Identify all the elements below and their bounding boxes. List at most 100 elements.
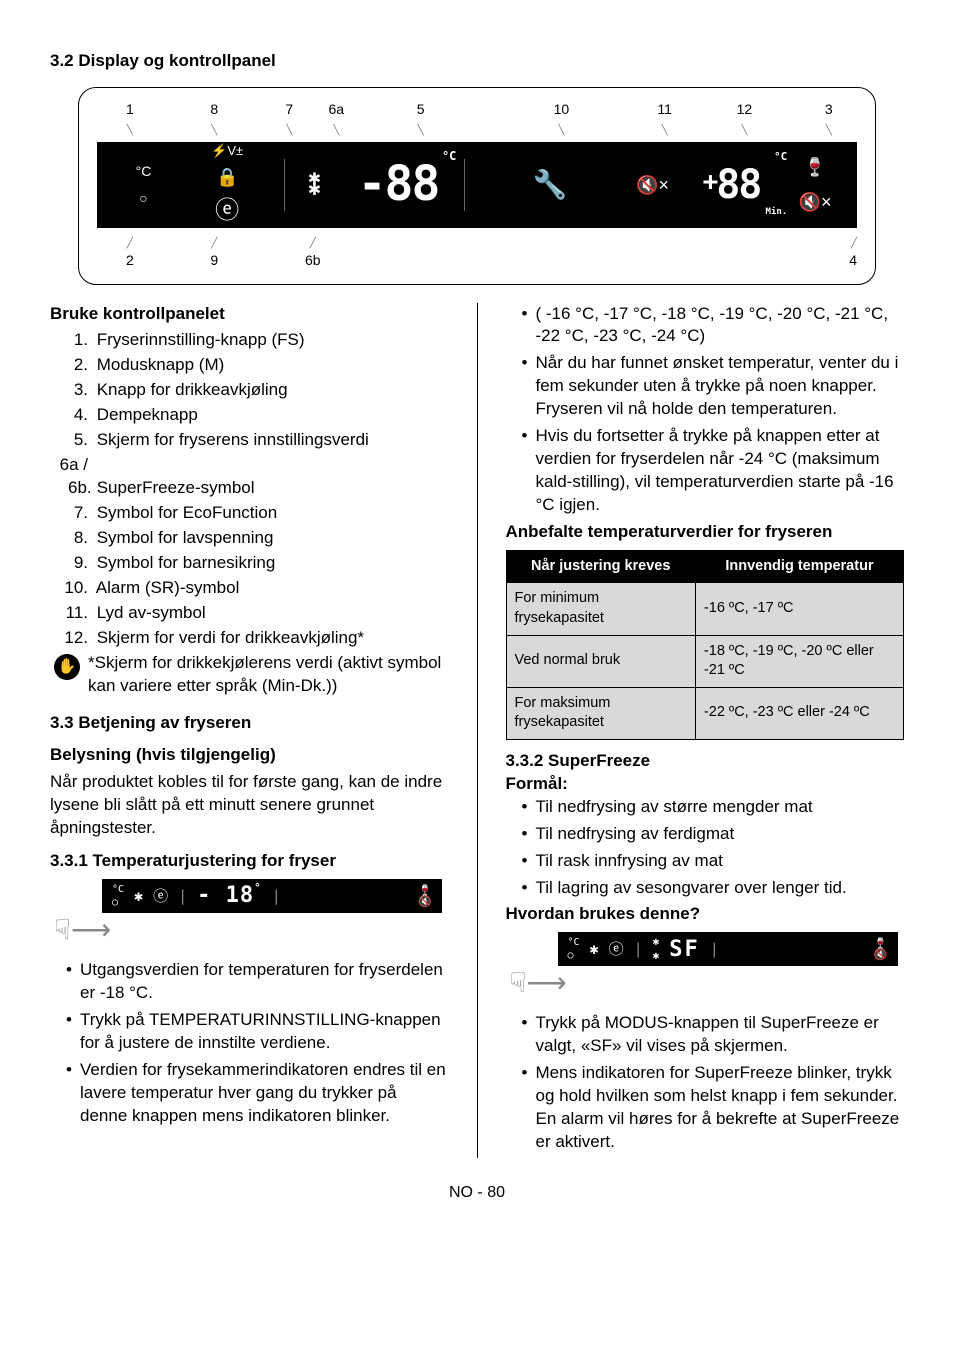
heading-3-3: 3.3 Betjening av fryseren [50, 712, 449, 735]
callout-label: ╱4 [360, 232, 857, 270]
mini-display-value: - 18° [197, 881, 262, 911]
lighting-heading: Belysning (hvis tilgjengelig) [50, 744, 449, 767]
legend-item: 5. Skjerm for fryserens innstillingsverd… [68, 429, 449, 452]
drink-cool-display: +88 °C Min. [676, 142, 788, 228]
mini-panel-2-wrap: °C○ ✱ ⓔ | ✱✱ SF | 🍷🔇 ☟⟶ [506, 932, 905, 1002]
degree-c-small-icon: °C○ [568, 936, 580, 963]
purpose-heading: Formål: [506, 773, 905, 796]
display-digits: -88 [358, 152, 439, 217]
list-item: Til lagring av sesongvarer over lenger t… [522, 877, 905, 900]
diagram-top-callouts: 1╲8╲7╲6a╲5╲10╲11╲12╲3╲ [97, 100, 857, 138]
star-small-icon: ✱ [590, 939, 599, 959]
table-cell: For maksimum frysekapasitet [506, 687, 695, 739]
hand-note-icon: ✋ [54, 654, 80, 680]
star-icon: ✱ [308, 185, 321, 196]
list-item: Til nedfrysing av ferdigmat [522, 823, 905, 846]
legend-item: 3. Knapp for drikkeavkjøling [68, 379, 449, 402]
callout-label: 5╲ [360, 100, 482, 138]
display-digits: 88 [716, 162, 760, 208]
callout-label: ╱2 [97, 232, 163, 270]
legend-item: 12. Skjerm for verdi for drikkeavkjøling… [68, 627, 449, 650]
table-cell: -16 ºC, -17 ºC [695, 583, 903, 635]
panel-right-icons: 🍷 🔇× [787, 142, 843, 228]
eco-icon: ⓔ [215, 195, 239, 227]
heading-3-3-1: 3.3.1 Temperaturjustering for fryser [50, 850, 449, 873]
callout-label: ╱6b [266, 232, 360, 270]
legend-item: 9. Symbol for barnesikring [68, 552, 449, 575]
degree-c-icon: °C [136, 162, 152, 181]
legend-item: 11. Lyd av-symbol [68, 602, 449, 625]
panel-divider [284, 159, 285, 211]
list-item: Til nedfrysing av større mengder mat [522, 796, 905, 819]
heading-3-3-2: 3.3.2 SuperFreeze [506, 750, 905, 773]
legend-item: 10. Alarm (SR)-symbol [68, 577, 449, 600]
callout-label: 8╲ [163, 100, 266, 138]
mini-divider: | [634, 939, 643, 959]
list-item: Til rask innfrysing av mat [522, 850, 905, 873]
callout-label: 7╲ [266, 100, 313, 138]
freezer-setpoint-display: -88 °C [338, 142, 459, 228]
footnote-text: *Skjerm for drikkekjølerens verdi (aktiv… [88, 652, 449, 698]
list-item: ( -16 °C, -17 °C, -18 °C, -19 °C, -20 °C… [522, 303, 905, 349]
use-panel-heading: Bruke kontrollpanelet [50, 303, 449, 326]
table-header: Innvendig temperatur [695, 550, 903, 583]
sf-bullets: Trykk på MODUS-knappen til SuperFreeze e… [506, 1012, 905, 1154]
purpose-bullets: Til nedfrysing av større mengder mat Til … [506, 796, 905, 900]
page-footer: NO - 80 [50, 1182, 904, 1204]
table-row: Ved normal bruk-18 ºC, -19 ºC, -20 ºC el… [506, 635, 904, 687]
list-item: Trykk på TEMPERATURINNSTILLING-knappen f… [66, 1009, 449, 1055]
mini-panel-2: °C○ ✱ ⓔ | ✱✱ SF | 🍷🔇 [558, 932, 898, 966]
eco-small-icon: ⓔ [153, 886, 168, 906]
panel-divider [464, 159, 465, 211]
display-panel: °C ○ ⚡V± 🔒 ⓔ ✱ ✱ -88 °C 🔧 🔇× +88 °C Min. [97, 142, 857, 228]
degree-c-small-icon: °C○ [112, 883, 124, 910]
temperature-table: Når justering kreves Innvendig temperatu… [506, 550, 905, 740]
list-item: Utgangsverdien for temperaturen for frys… [66, 959, 449, 1005]
left-column: Bruke kontrollpanelet 1. Fryserinnstilli… [50, 303, 449, 1158]
right-top-bullets: ( -16 °C, -17 °C, -18 °C, -19 °C, -20 °C… [506, 303, 905, 517]
superfreeze-stars: ✱ ✱ [291, 142, 337, 228]
lighting-body: Når produktet kobles til for første gang… [50, 771, 449, 840]
wrench-icon: 🔧 [533, 166, 568, 204]
legend-item: 8. Symbol for lavspenning [68, 527, 449, 550]
legend-item: 7. Symbol for EcoFunction [68, 502, 449, 525]
right-column: ( -16 °C, -17 °C, -18 °C, -19 °C, -20 °C… [506, 303, 905, 1158]
control-panel-diagram: 1╲8╲7╲6a╲5╲10╲11╲12╲3╲ °C ○ ⚡V± 🔒 ⓔ ✱ ✱ … [78, 87, 876, 285]
column-divider [477, 303, 478, 1158]
eco-small-icon: ⓔ [609, 939, 624, 959]
callout-label: 10╲ [482, 100, 642, 138]
callout-label: 3╲ [801, 100, 857, 138]
table-cell: -18 ºC, -19 ºC, -20 ºC eller -21 ºC [695, 635, 903, 687]
mini-right-icons: 🍷🔇 [874, 938, 888, 960]
list-item: Når du har funnet ønsket temperatur, ven… [522, 352, 905, 421]
circle-icon: ○ [139, 189, 147, 208]
left-bullets: Utgangsverdien for temperaturen for frys… [50, 959, 449, 1128]
table-cell: For minimum frysekapasitet [506, 583, 695, 635]
how-to-use-heading: Hvordan brukes denne? [506, 903, 905, 926]
mute-icon-area: 🔇× [629, 142, 675, 228]
footnote-row: ✋ *Skjerm for drikkekjølerens verdi (akt… [50, 652, 449, 698]
mini-divider: | [710, 939, 719, 959]
mini-divider: | [178, 886, 187, 906]
hand-pointer-icon: ☟⟶ [54, 911, 449, 949]
list-item: Verdien for frysekammerindikatoren endre… [66, 1059, 449, 1128]
mini-panel-1-wrap: °C○ ✱ ⓔ | - 18° | 🍷🔇 ☟⟶ [50, 879, 449, 949]
table-cell: -22 ºC, -23 ºC eller -24 ºC [695, 687, 903, 739]
lock-icon: 🔒 [216, 165, 238, 189]
min-label: Min. [766, 206, 788, 218]
mini-display-value: SF [669, 935, 700, 965]
degree-c-small-icon: °C [442, 148, 456, 164]
legend-item: 6a / 6b. SuperFreeze-symbol [68, 454, 449, 500]
heading-3-2: 3.2 Display og kontrollpanel [50, 50, 904, 73]
plus-icon: + [703, 167, 717, 197]
control-legend-list: 1. Fryserinnstilling-knapp (FS)2. Modusk… [50, 329, 449, 649]
mute-icon: 🔇× [636, 173, 669, 197]
recommended-temps-heading: Anbefalte temperaturverdier for fryseren [506, 521, 905, 544]
legend-item: 4. Dempeknapp [68, 404, 449, 427]
callout-label: 11╲ [641, 100, 688, 138]
star-small-icon: ✱ [134, 886, 143, 906]
mini-right-icons: 🍷🔇 [418, 885, 432, 907]
panel-lock-eco-group: ⚡V± 🔒 ⓔ [176, 142, 278, 228]
glass-icon: 🍷 [804, 155, 826, 179]
table-row: For minimum frysekapasitet-16 ºC, -17 ºC [506, 583, 904, 635]
